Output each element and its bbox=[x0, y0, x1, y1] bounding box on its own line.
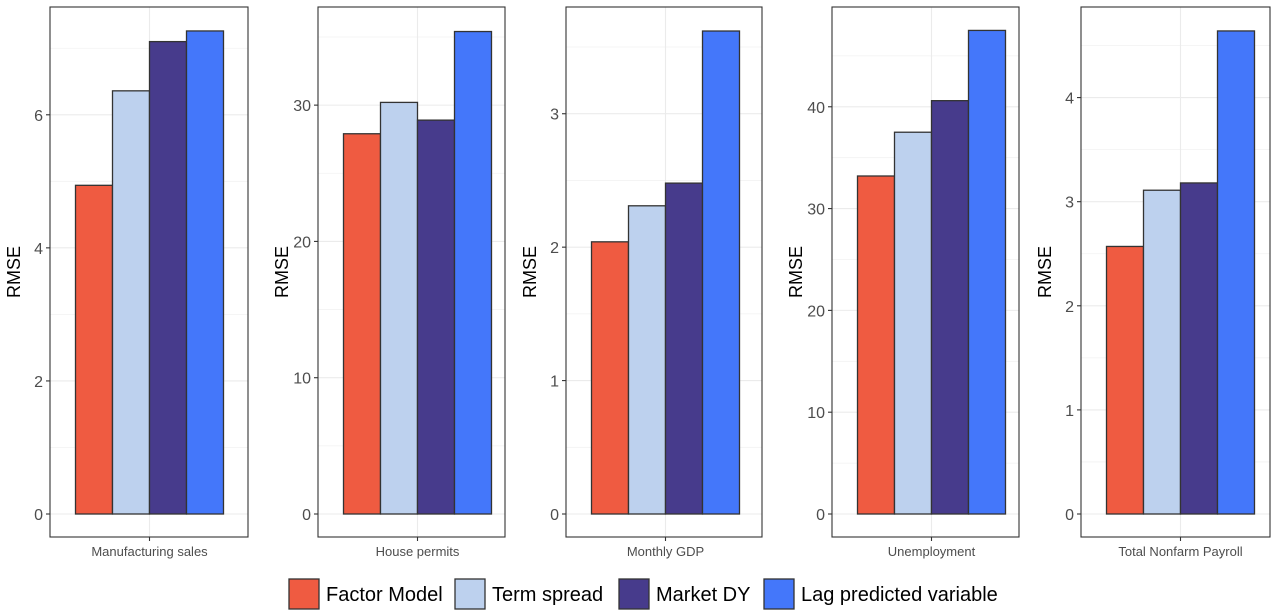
panel-3: 0 10 20 30 40 RMSE Unemployment bbox=[786, 6, 1020, 559]
bar-term-spread bbox=[627, 205, 667, 515]
y-tick-label: 2 bbox=[34, 374, 43, 391]
y-tick-label: 1 bbox=[550, 374, 559, 391]
legend-item: Lag predicted variable bbox=[763, 578, 998, 610]
y-tick-label: 30 bbox=[807, 202, 825, 219]
legend-item: Factor Model bbox=[288, 578, 443, 610]
y-tick-label: 0 bbox=[550, 507, 559, 524]
y-tick-label: 2 bbox=[550, 240, 559, 257]
y-tick-label: 20 bbox=[807, 303, 825, 320]
bar-lag-predicted-variable bbox=[453, 30, 493, 515]
y-tick-label: 0 bbox=[1065, 507, 1074, 524]
y-tick-label: 3 bbox=[1065, 195, 1074, 212]
y-tick-label: 3 bbox=[550, 107, 559, 124]
bar-lag-predicted-variable bbox=[1216, 30, 1256, 515]
y-axis-title: RMSE bbox=[786, 246, 806, 298]
y-tick-label: 4 bbox=[34, 241, 43, 258]
bar-market-dy bbox=[1179, 182, 1219, 515]
panel-2: 0 1 2 3 RMSE Monthly GDP bbox=[520, 6, 763, 559]
bar-market-dy bbox=[148, 40, 188, 515]
bar-market-dy bbox=[664, 182, 704, 515]
legend-label: Market DY bbox=[656, 584, 750, 606]
bar-term-spread bbox=[111, 90, 151, 515]
y-tick-label: 40 bbox=[807, 100, 825, 117]
x-tick-label: Manufacturing sales bbox=[91, 544, 208, 559]
y-tick-label: 10 bbox=[807, 405, 825, 422]
legend-item: Market DY bbox=[618, 578, 750, 610]
y-tick-label: 10 bbox=[293, 371, 311, 388]
y-tick-label: 0 bbox=[302, 507, 311, 524]
bar-lag-predicted-variable bbox=[185, 30, 225, 515]
legend-label: Factor Model bbox=[326, 584, 443, 606]
bar-factor-model bbox=[342, 133, 382, 515]
legend-key bbox=[763, 578, 795, 610]
bar-lag-predicted-variable bbox=[967, 29, 1007, 515]
y-axis-title: RMSE bbox=[520, 246, 540, 298]
y-tick-label: 4 bbox=[1065, 91, 1074, 108]
bar-factor-model bbox=[590, 241, 630, 515]
x-tick-label: Total Nonfarm Payroll bbox=[1118, 544, 1242, 559]
panel-border bbox=[565, 6, 763, 538]
x-tick-label: House permits bbox=[376, 544, 460, 559]
y-tick-label: 0 bbox=[816, 507, 825, 524]
bar-term-spread bbox=[1142, 189, 1182, 515]
y-tick-label: 2 bbox=[1065, 299, 1074, 316]
y-tick-label: 30 bbox=[293, 98, 311, 115]
panel-border bbox=[317, 6, 506, 538]
y-tick-label: 20 bbox=[293, 234, 311, 251]
bar-factor-model bbox=[1105, 245, 1145, 515]
bar-market-dy bbox=[416, 119, 456, 515]
legend-item: Term spread bbox=[454, 578, 603, 610]
bar-factor-model bbox=[74, 184, 114, 515]
bar-market-dy bbox=[930, 100, 970, 515]
legend-key bbox=[288, 578, 320, 610]
y-axis-title: RMSE bbox=[272, 246, 292, 298]
bar-term-spread bbox=[893, 131, 933, 515]
legend-label: Term spread bbox=[492, 584, 603, 606]
y-axis-title: RMSE bbox=[1035, 246, 1055, 298]
x-tick-label: Unemployment bbox=[888, 544, 976, 559]
legend-label: Lag predicted variable bbox=[801, 584, 998, 606]
panel-border bbox=[831, 6, 1020, 538]
y-axis-title: RMSE bbox=[4, 246, 24, 298]
bar-term-spread bbox=[379, 101, 419, 515]
panel-0: 0 2 4 6 RMSE Manufacturing sales bbox=[4, 6, 249, 559]
x-tick-label: Monthly GDP bbox=[627, 544, 704, 559]
legend-key bbox=[618, 578, 650, 610]
legend: Factor Model Term spread Market DY Lag pred… bbox=[288, 578, 998, 610]
panel-1: 0 10 20 30 RMSE House permits bbox=[272, 6, 506, 559]
y-tick-label: 0 bbox=[34, 507, 43, 524]
bar-lag-predicted-variable bbox=[701, 30, 741, 515]
panel-border bbox=[1080, 6, 1271, 538]
legend-key bbox=[454, 578, 486, 610]
bar-factor-model bbox=[856, 175, 896, 515]
y-tick-label: 1 bbox=[1065, 403, 1074, 420]
y-tick-label: 6 bbox=[34, 108, 43, 125]
panel-4: 0 1 2 3 4 RMSE Total Nonfarm Payroll bbox=[1035, 6, 1271, 559]
